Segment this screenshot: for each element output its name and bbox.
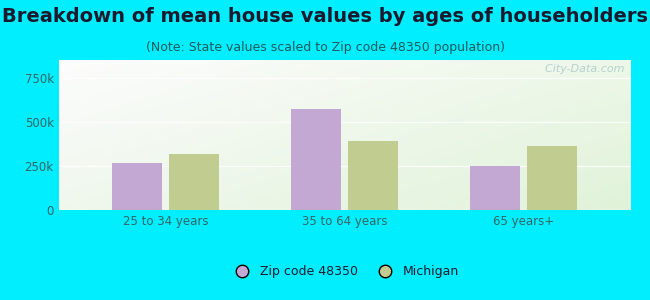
Bar	[112, 163, 162, 210]
Bar	[348, 141, 398, 210]
Bar	[291, 110, 341, 210]
Legend: Zip code 48350, Michigan: Zip code 48350, Michigan	[226, 261, 463, 282]
Bar	[469, 166, 519, 210]
Bar	[169, 154, 220, 210]
Text: City-Data.com: City-Data.com	[538, 64, 625, 74]
Text: (Note: State values scaled to Zip code 48350 population): (Note: State values scaled to Zip code 4…	[146, 40, 504, 53]
Text: Breakdown of mean house values by ages of householders: Breakdown of mean house values by ages o…	[2, 8, 648, 26]
Bar	[527, 146, 577, 210]
